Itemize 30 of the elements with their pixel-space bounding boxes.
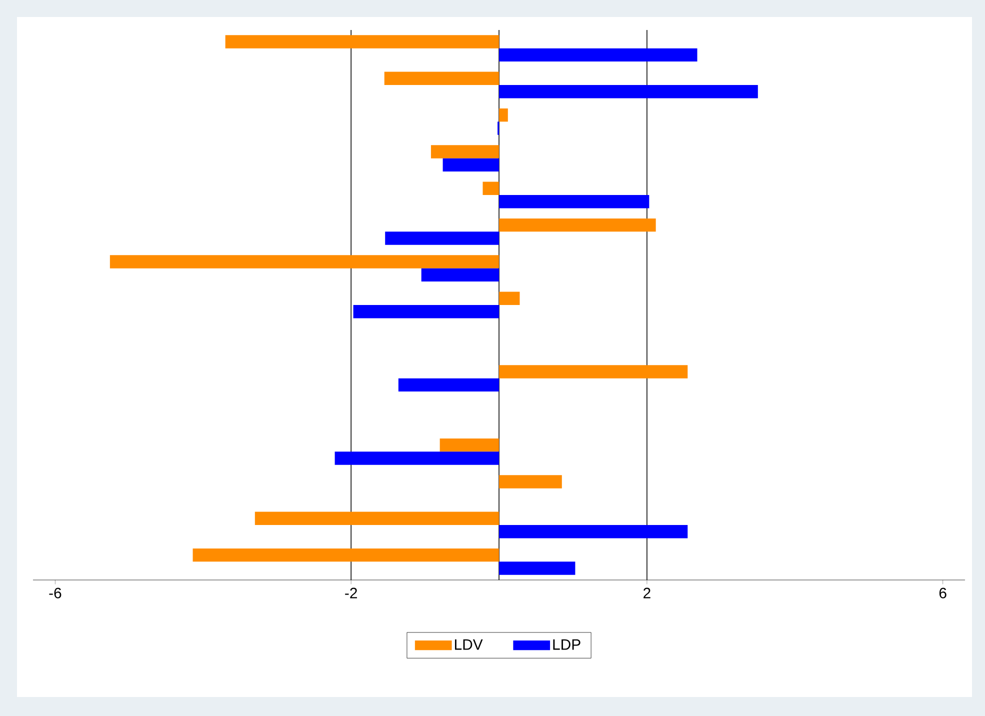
x-tick-label: -6 <box>49 588 62 598</box>
bar <box>499 48 698 62</box>
bar <box>499 562 576 575</box>
bar <box>430 145 500 158</box>
bar <box>254 512 500 525</box>
bar <box>384 72 500 85</box>
bar <box>110 255 500 268</box>
bar <box>499 475 562 488</box>
bar <box>398 378 500 392</box>
legend-label: LDP <box>553 639 580 650</box>
bar <box>225 35 500 48</box>
bar <box>353 304 500 318</box>
bar <box>385 232 500 245</box>
legend-label: LDV <box>454 639 483 650</box>
bar <box>499 194 650 208</box>
bar <box>499 108 508 122</box>
bar <box>499 292 520 305</box>
bar <box>440 438 500 452</box>
x-tick-label: 6 <box>939 588 946 598</box>
bar <box>334 452 500 465</box>
bar <box>499 524 688 538</box>
bar <box>442 158 500 172</box>
bar <box>499 84 758 98</box>
bar <box>192 548 500 562</box>
bar <box>482 182 500 195</box>
bar <box>421 268 500 282</box>
bar <box>499 365 688 378</box>
bar <box>499 218 656 232</box>
x-tick-label: -2 <box>345 588 357 598</box>
x-tick-label: 2 <box>644 588 650 598</box>
